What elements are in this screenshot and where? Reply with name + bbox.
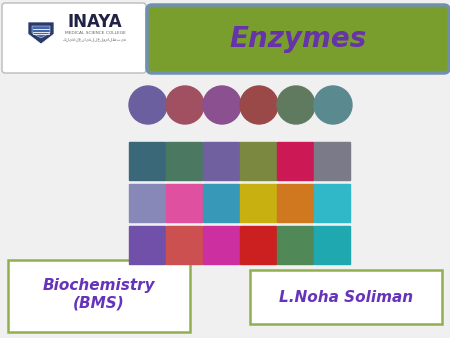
Bar — [166, 226, 202, 264]
Bar — [203, 184, 239, 222]
Bar — [240, 142, 276, 180]
Bar — [166, 142, 202, 180]
Circle shape — [203, 86, 241, 124]
FancyBboxPatch shape — [2, 3, 146, 73]
Text: L.Noha Soliman: L.Noha Soliman — [279, 290, 413, 305]
Bar — [129, 226, 165, 264]
Bar — [314, 142, 350, 180]
Bar — [240, 184, 276, 222]
Polygon shape — [28, 22, 54, 44]
Text: Enzymes: Enzymes — [230, 25, 367, 53]
Bar — [129, 184, 165, 222]
Bar — [240, 226, 276, 264]
Text: Biochemistry
(BMS): Biochemistry (BMS) — [43, 278, 155, 310]
Bar — [277, 184, 313, 222]
Text: كليةالعنايةللعلومالطبية: كليةالعنايةللعلومالطبية — [63, 38, 127, 42]
Circle shape — [314, 86, 352, 124]
Circle shape — [129, 86, 167, 124]
Text: INAYA: INAYA — [68, 13, 122, 31]
Bar — [203, 226, 239, 264]
FancyBboxPatch shape — [147, 5, 449, 73]
Circle shape — [277, 86, 315, 124]
Bar — [277, 142, 313, 180]
Bar — [314, 184, 350, 222]
Bar — [203, 142, 239, 180]
Bar — [166, 184, 202, 222]
Circle shape — [240, 86, 278, 124]
Bar — [314, 226, 350, 264]
Circle shape — [166, 86, 204, 124]
FancyBboxPatch shape — [8, 260, 190, 332]
FancyBboxPatch shape — [250, 270, 442, 324]
Text: MEDICAL SCIENCE COLLEGE: MEDICAL SCIENCE COLLEGE — [64, 31, 126, 35]
Bar — [277, 226, 313, 264]
Bar — [129, 142, 165, 180]
Polygon shape — [32, 26, 50, 38]
